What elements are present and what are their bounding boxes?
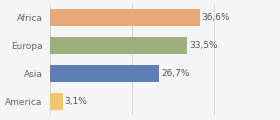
Text: 36,6%: 36,6% (202, 13, 230, 22)
Text: 26,7%: 26,7% (161, 69, 190, 78)
Text: 3,1%: 3,1% (65, 97, 88, 106)
Bar (50, 65, 159, 82)
Bar (50, 9, 200, 26)
Bar (50, 37, 187, 54)
Bar (50, 93, 63, 110)
Text: 33,5%: 33,5% (189, 41, 218, 50)
